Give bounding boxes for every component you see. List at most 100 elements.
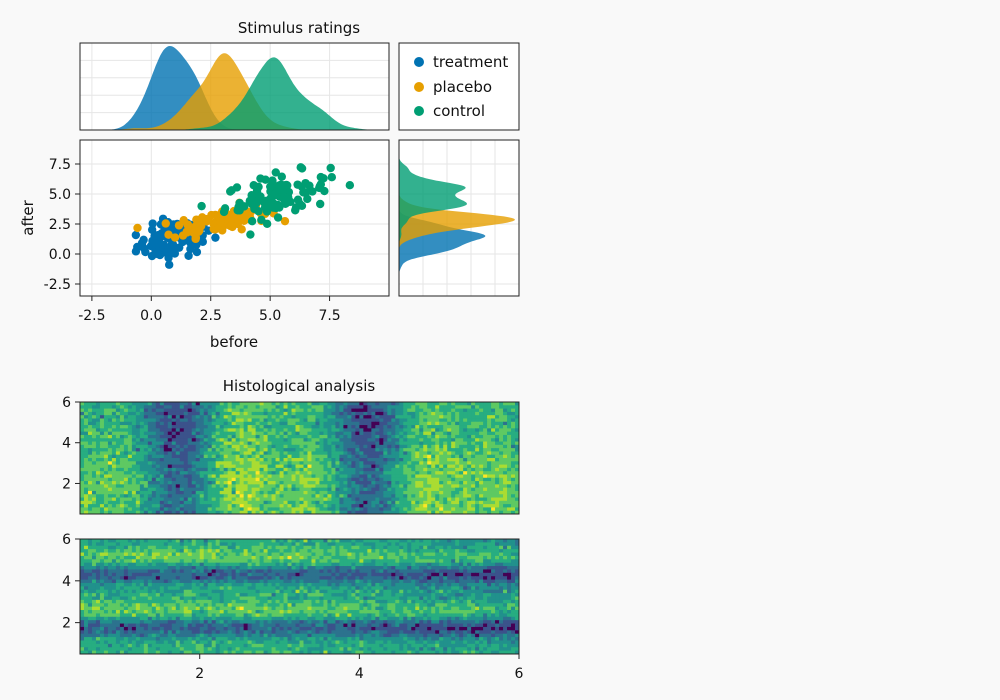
contour-cell [335, 431, 341, 436]
contour-cell [439, 562, 444, 567]
contour-cell [327, 545, 333, 550]
contour-cell [443, 411, 448, 416]
contour-cell [303, 461, 309, 466]
contour-cell [323, 434, 329, 439]
contour-cell [259, 454, 265, 459]
contour-cell [427, 500, 432, 505]
contour-cell [95, 451, 101, 456]
contour-cell [475, 504, 480, 509]
contour-cell [143, 415, 149, 420]
contour-cell [415, 448, 420, 453]
contour-cell [363, 438, 368, 443]
contour-cell [391, 415, 396, 420]
contour-cell [503, 471, 508, 476]
contour-cell [363, 418, 368, 423]
contour-cell [191, 467, 197, 472]
contour-cell [103, 559, 109, 564]
contour-cell [423, 490, 428, 495]
contour-cell [123, 411, 129, 416]
contour-cell [207, 411, 213, 416]
contour-cell [207, 431, 213, 436]
contour-cell [167, 539, 173, 543]
contour-cell [119, 504, 125, 509]
contour-cell [511, 481, 516, 485]
contour-cell [451, 411, 456, 416]
contour-cell [139, 444, 145, 449]
contour-cell [127, 434, 133, 439]
contour-cell [411, 510, 416, 514]
contour-cell [343, 487, 348, 492]
contour-cell [299, 497, 305, 502]
contour-cell [475, 415, 480, 420]
contour-cell [211, 539, 217, 543]
contour-cell [251, 481, 257, 485]
contour-cell [167, 510, 173, 514]
contour-cell [215, 448, 221, 453]
contour-cell [395, 434, 400, 439]
contour-cell [167, 405, 173, 410]
contour-cell [271, 477, 277, 482]
contour-cell [295, 549, 301, 554]
contour-cell [467, 438, 472, 443]
contour-cell [411, 454, 416, 459]
contour-cell [80, 451, 85, 456]
contour-cell [455, 539, 460, 543]
contour-cell [243, 504, 249, 509]
contour-cell [183, 431, 189, 436]
contour-cell [80, 471, 85, 476]
contour-cell [327, 507, 333, 512]
contour-cell [471, 552, 476, 557]
contour-cell [463, 490, 468, 495]
contour-cell [315, 504, 321, 509]
contour-cell [191, 454, 197, 459]
contour-cell [435, 405, 440, 410]
contour-cell [371, 500, 376, 505]
contour-cell [491, 451, 496, 456]
contour-cell [475, 448, 480, 453]
contour-cell [171, 438, 177, 443]
contour-cell [471, 451, 476, 456]
contour-cell [443, 542, 448, 547]
contour-cell [251, 402, 257, 406]
contour-cell [123, 448, 129, 453]
contour-cell [123, 444, 129, 449]
contour-cell [255, 545, 261, 550]
contour-cell [127, 418, 133, 423]
contour-cell [463, 444, 468, 449]
contour-cell [143, 555, 149, 560]
contour-cell [263, 494, 269, 499]
contour-cell [123, 481, 129, 485]
contour-cell [131, 431, 137, 436]
contour-cell [355, 490, 360, 495]
contour-cell [215, 458, 221, 462]
contour-cell [259, 555, 265, 560]
contour-cell [331, 542, 337, 547]
contour-cell [363, 539, 368, 543]
contour-cell [391, 562, 396, 567]
contour-cell [263, 549, 269, 554]
contour-cell [415, 418, 420, 423]
contour-cell [311, 428, 317, 433]
contour-cell [175, 562, 181, 567]
contour-cell [271, 545, 277, 550]
contour-cell [215, 408, 221, 413]
contour-cell [271, 562, 277, 567]
contour-cell [327, 444, 333, 449]
contour-cell [147, 438, 153, 443]
contour-cell [459, 434, 464, 439]
contour-cell [259, 438, 265, 443]
contour-cell [455, 549, 460, 554]
contour-cell [263, 402, 269, 406]
contour-cell [143, 434, 149, 439]
contour-cell [231, 411, 237, 416]
contour-cell [143, 494, 149, 499]
contour-cell [279, 539, 285, 543]
contour-cell [359, 428, 364, 433]
contour-cell [483, 481, 488, 485]
contour-cell [231, 431, 237, 436]
contour-cell [171, 434, 177, 439]
contour-cell [447, 454, 452, 459]
contour-cell [335, 425, 341, 429]
contour-cell [443, 441, 448, 446]
contour-cell [123, 428, 129, 433]
